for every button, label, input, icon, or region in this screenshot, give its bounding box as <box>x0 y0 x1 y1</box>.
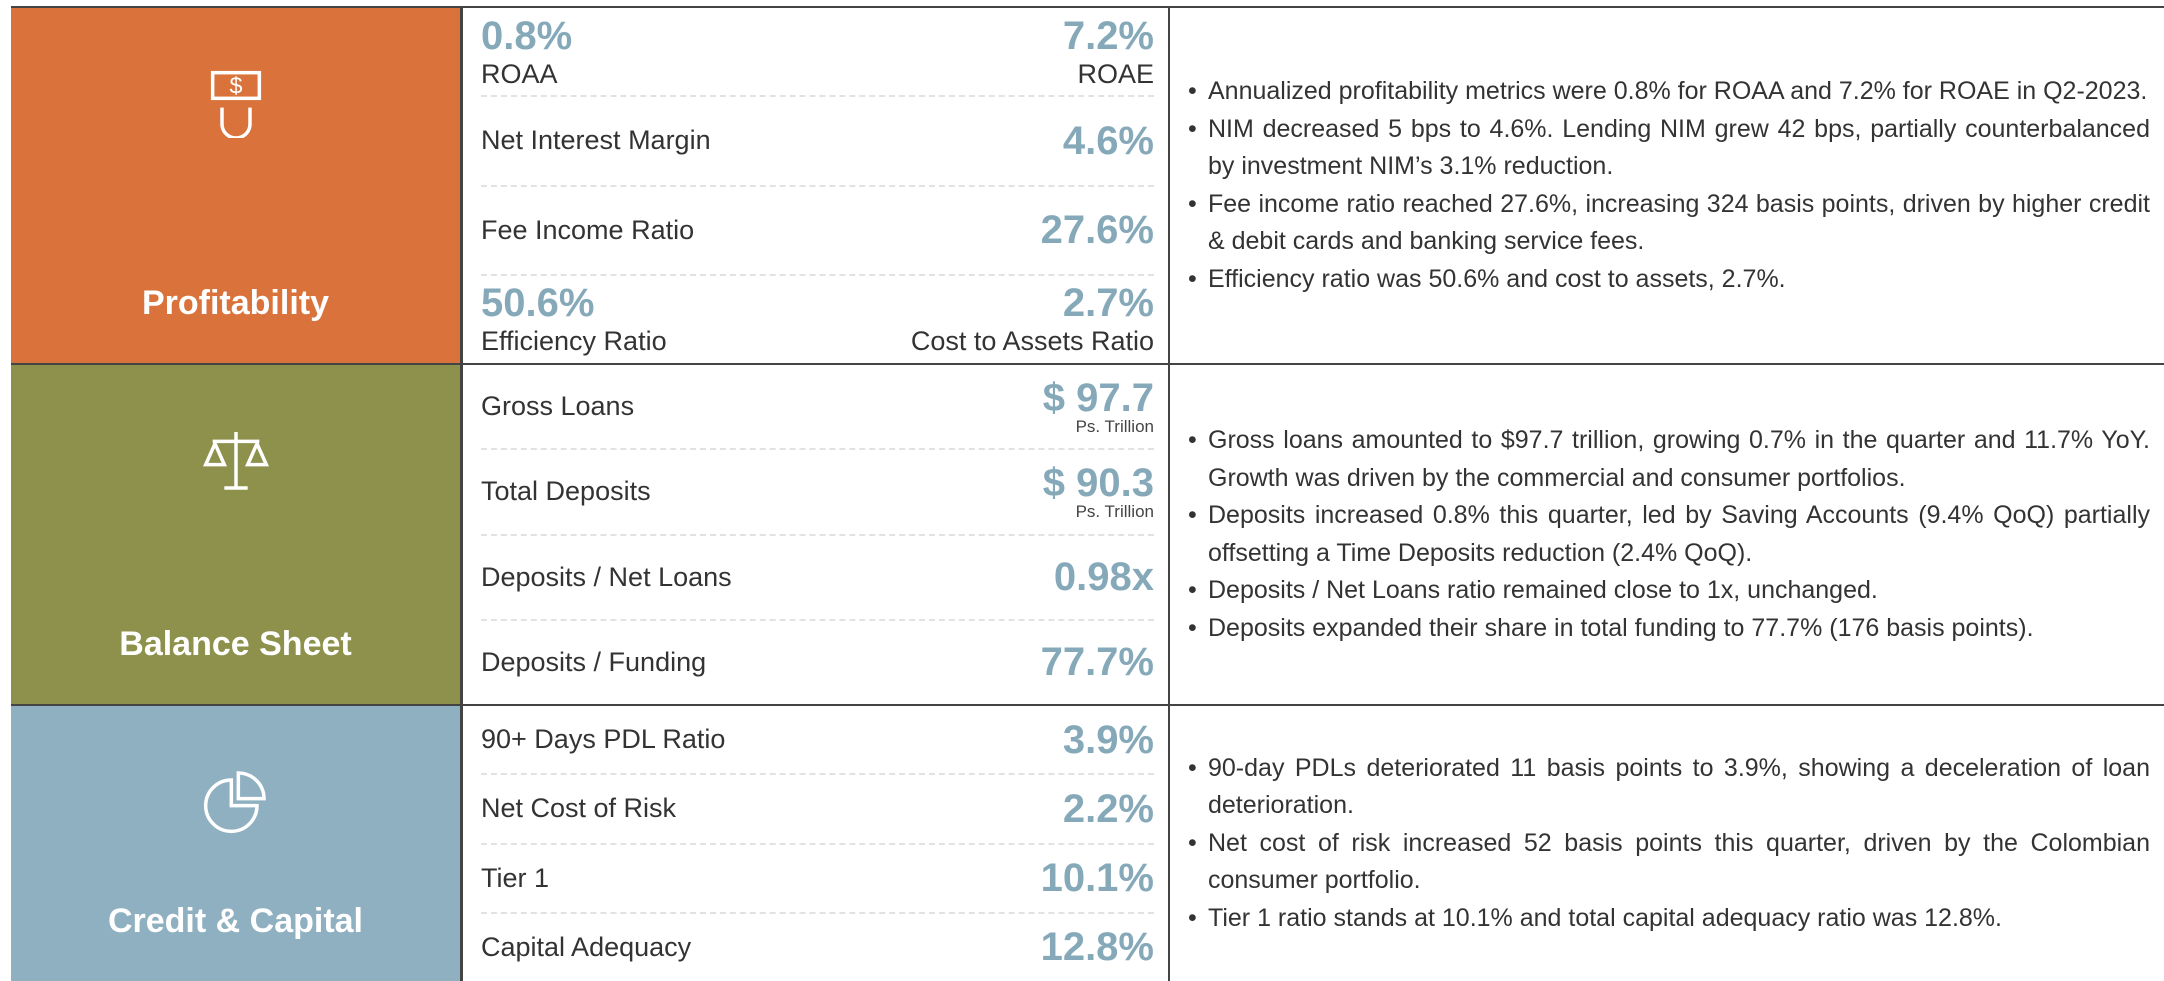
metric-value: 7.2% <box>1062 13 1154 58</box>
metric: 50.6% Efficiency Ratio <box>481 281 667 357</box>
metric-value-group: 3.9% <box>1063 720 1154 760</box>
bullet: Deposits / Net Loans ratio remained clos… <box>1188 572 2150 610</box>
section-title: Profitability <box>141 284 330 322</box>
metric-label: Cost to Assets Ratio <box>910 326 1154 357</box>
bullet: Deposits expanded their share in total f… <box>1188 610 2150 648</box>
icon <box>202 432 269 490</box>
metric-row: Capital Adequacy 12.8% <box>481 914 1154 981</box>
metric-label: Total Deposits <box>481 476 651 507</box>
metric-value-group: $ 97.7 Ps. Trillion <box>1043 378 1154 435</box>
bullet: Fee income ratio reached 27.6%, increasi… <box>1188 186 2150 261</box>
metric-label: Tier 1 <box>481 862 550 893</box>
metric-value: 0.98x <box>1053 555 1154 600</box>
section: Credit & Capital 90+ Days PDL Ratio 3.9% Ne… <box>11 706 2164 981</box>
metric-value-group: 77.7% <box>1041 642 1154 682</box>
metric-value: 4.6% <box>1062 118 1154 163</box>
metric-value: $ 97.7 <box>1042 376 1154 421</box>
metric-row: Gross Loans $ 97.7 Ps. Trillion <box>481 365 1154 451</box>
metric-row: Net Cost of Risk 2.2% <box>481 775 1154 845</box>
metric-row: 0.8% ROAA 7.2% ROAE <box>481 8 1154 98</box>
bullet: Deposits increased 0.8% this quarter, le… <box>1188 497 2150 572</box>
metric-label: Fee Income Ratio <box>481 214 695 245</box>
metric-value-group: 12.8% <box>1041 927 1154 967</box>
metric: 2.7% Cost to Assets Ratio <box>911 281 1154 357</box>
bullet: Gross loans amounted to $97.7 trillion, … <box>1188 422 2150 497</box>
section-header: Balance Sheet <box>11 365 460 704</box>
metrics: Gross Loans $ 97.7 Ps. Trillion Total Depos… <box>460 365 1170 704</box>
metric-value-group: 4.6% <box>1063 121 1154 161</box>
bullet: Tier 1 ratio stands at 10.1% and total c… <box>1188 900 2150 938</box>
icon: $ <box>210 70 261 138</box>
metric-label: Net Cost of Risk <box>481 793 677 824</box>
metric-row: 50.6% Efficiency Ratio 2.7% Cost to Assets … <box>481 276 1154 363</box>
metric-value-group: 0.98x <box>1054 557 1154 597</box>
metric-value: 2.2% <box>1062 786 1154 831</box>
metric-value: 12.8% <box>1040 925 1154 970</box>
metric-value: 2.7% <box>1062 281 1154 326</box>
bullet: Efficiency ratio was 50.6% and cost to a… <box>1188 261 2150 299</box>
section-header: $ Profitability <box>11 8 460 363</box>
commentary: Annualized profitability metrics were 0.… <box>1170 8 2164 363</box>
bullet: 90-day PDLs deteriorated 11 basis points… <box>1188 750 2150 825</box>
metric-unit: Ps. Trillion <box>1075 502 1154 522</box>
metric-label: Net Interest Margin <box>481 125 711 156</box>
metric-label: Efficiency Ratio <box>481 326 667 357</box>
section-title: Balance Sheet <box>119 625 352 663</box>
metric-label: ROAA <box>481 58 558 89</box>
metric: 0.8% ROAA <box>481 14 572 90</box>
page: $ Profitability 0.8% ROAA 7.2% ROAE Net Intere… <box>11 6 2164 981</box>
metric-value: 10.1% <box>1040 856 1154 901</box>
metric: 7.2% ROAE <box>1063 14 1154 90</box>
metrics: 0.8% ROAA 7.2% ROAE Net Interest Margin 4.6% F… <box>460 8 1170 363</box>
icon <box>203 771 266 834</box>
bullet: NIM decreased 5 bps to 4.6%. Lending NIM… <box>1188 111 2150 186</box>
metric-label: Capital Adequacy <box>481 931 692 962</box>
metric-label: Deposits / Net Loans <box>481 561 732 592</box>
metric-value: $ 90.3 <box>1042 461 1154 506</box>
metric-label: 90+ Days PDL Ratio <box>481 724 726 755</box>
metric-value: 27.6% <box>1040 208 1154 253</box>
commentary: Gross loans amounted to $97.7 trillion, … <box>1170 365 2164 704</box>
commentary: 90-day PDLs deteriorated 11 basis points… <box>1170 706 2164 981</box>
metric-value: 0.8% <box>481 13 573 58</box>
bullet: Net cost of risk increased 52 basis poin… <box>1188 825 2150 900</box>
metric-row: Fee Income Ratio 27.6% <box>481 187 1154 276</box>
metric-row: 90+ Days PDL Ratio 3.9% <box>481 706 1154 776</box>
metric-label: Deposits / Funding <box>481 646 707 677</box>
metric-value: 77.7% <box>1040 640 1154 685</box>
metric-label: Gross Loans <box>481 391 635 422</box>
metrics: 90+ Days PDL Ratio 3.9% Net Cost of Risk 2.… <box>460 706 1170 981</box>
metric-unit: Ps. Trillion <box>1075 417 1154 437</box>
bullet-list: 90-day PDLs deteriorated 11 basis points… <box>1184 750 2150 938</box>
section-title: Credit & Capital <box>107 902 364 940</box>
section: Balance Sheet Gross Loans $ 97.7 Ps. Trilli… <box>11 365 2164 706</box>
metric-row: Deposits / Funding 77.7% <box>481 621 1154 704</box>
svg-text:$: $ <box>229 73 242 99</box>
bullet: Annualized profitability metrics were 0.… <box>1188 73 2150 111</box>
metric-value-group: 2.2% <box>1063 789 1154 829</box>
section-header: Credit & Capital <box>11 706 460 981</box>
metric-value-group: 27.6% <box>1041 210 1154 250</box>
metric-row: Tier 1 10.1% <box>481 845 1154 914</box>
metric-row: Net Interest Margin 4.6% <box>481 97 1154 187</box>
section: $ Profitability 0.8% ROAA 7.2% ROAE Net Intere… <box>11 8 2164 365</box>
metric-value-group: 10.1% <box>1041 858 1154 898</box>
bullet-list: Gross loans amounted to $97.7 trillion, … <box>1184 422 2150 647</box>
metric-label: ROAE <box>1077 58 1154 89</box>
metric-value: 3.9% <box>1062 717 1154 762</box>
metric-value: 50.6% <box>481 281 595 326</box>
metric-row: Deposits / Net Loans 0.98x <box>481 536 1154 621</box>
metric-row: Total Deposits $ 90.3 Ps. Trillion <box>481 450 1154 536</box>
bullet-list: Annualized profitability metrics were 0.… <box>1184 73 2150 298</box>
metric-value-group: $ 90.3 Ps. Trillion <box>1043 463 1154 520</box>
